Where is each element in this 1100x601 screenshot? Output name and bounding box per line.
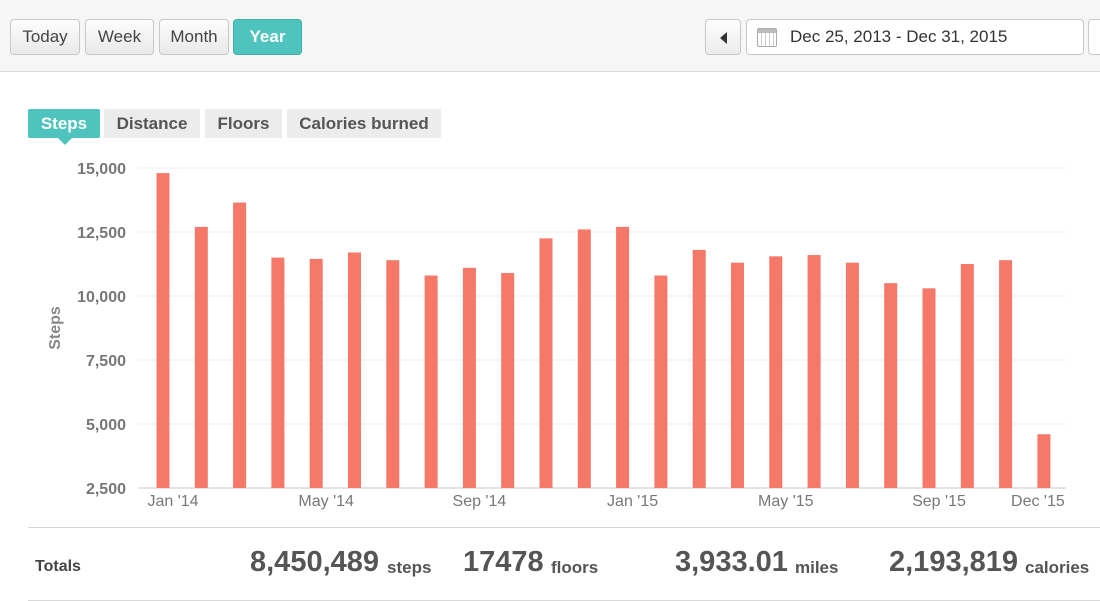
- x-tick-label: May '15: [758, 493, 814, 510]
- total-floors-unit: floors: [551, 558, 599, 577]
- y-tick-label: 12,500: [77, 225, 126, 242]
- x-tick-label: May '14: [298, 493, 354, 510]
- bar-14[interactable]: [692, 249, 706, 488]
- x-tick-label: Dec '15: [1011, 493, 1065, 510]
- calendar-icon: [757, 28, 777, 47]
- bar-22[interactable]: [999, 260, 1013, 488]
- bar-18[interactable]: [845, 262, 859, 488]
- totals-label: Totals: [35, 558, 81, 575]
- tab-steps[interactable]: Steps: [28, 109, 100, 138]
- period-year-button[interactable]: Year: [233, 19, 302, 55]
- bar-5[interactable]: [348, 252, 361, 488]
- y-tick-label: 2,500: [86, 481, 126, 498]
- next-range-button[interactable]: [1088, 19, 1100, 55]
- chevron-left-icon: [720, 32, 727, 44]
- totals-top-divider: [28, 527, 1100, 528]
- bar-11[interactable]: [577, 229, 591, 488]
- x-tick-label: Jan '15: [607, 493, 658, 510]
- bar-6[interactable]: [386, 260, 400, 488]
- total-calories-value: 2,193,819: [889, 546, 1019, 578]
- bar-16[interactable]: [769, 256, 783, 488]
- y-tick-label: 5,000: [86, 417, 126, 434]
- bar-0[interactable]: [156, 173, 170, 488]
- tab-distance[interactable]: Distance: [104, 109, 200, 138]
- bar-8[interactable]: [462, 267, 476, 488]
- total-steps-value: 8,450,489: [250, 546, 380, 578]
- period-month-button[interactable]: Month: [159, 19, 229, 55]
- tab-calories-burned[interactable]: Calories burned: [287, 109, 441, 138]
- x-tick-label: Sep '14: [453, 493, 507, 510]
- y-tick-label: 10,000: [77, 289, 126, 306]
- bar-9[interactable]: [501, 272, 515, 488]
- y-tick-label: 15,000: [77, 161, 126, 178]
- steps-bar-chart: 15,000 12,500 10,000 7,500 5,000 2,500 Jan '1…: [47, 161, 1066, 510]
- total-steps-unit: steps: [387, 558, 432, 577]
- bar-20[interactable]: [922, 288, 936, 488]
- total-calories-unit: calories: [1025, 558, 1090, 577]
- total-floors-value: 17478: [463, 546, 544, 578]
- bar-19[interactable]: [884, 283, 898, 488]
- bar-23[interactable]: [1037, 434, 1051, 488]
- date-range-text: Dec 25, 2013 - Dec 31, 2015: [790, 27, 1008, 46]
- bar-21[interactable]: [960, 264, 974, 488]
- bar-17[interactable]: [807, 255, 821, 488]
- bar-12[interactable]: [616, 226, 630, 488]
- y-tick-label: 7,500: [86, 353, 126, 370]
- bar-15[interactable]: [731, 262, 744, 488]
- date-range-field[interactable]: Dec 25, 2013 - Dec 31, 2015: [746, 19, 1084, 55]
- top-toolbar: Today Week Month Year Dec 25, 2013 - Dec…: [0, 0, 1100, 72]
- total-miles-unit: miles: [795, 558, 839, 577]
- y-axis-label: Steps: [47, 306, 64, 350]
- total-miles-value: 3,933.01: [675, 546, 788, 578]
- bar-7[interactable]: [424, 275, 438, 488]
- x-tick-label: Jan '14: [147, 493, 198, 510]
- bar-4[interactable]: [309, 258, 323, 488]
- period-week-button[interactable]: Week: [85, 19, 154, 55]
- bar-1[interactable]: [194, 226, 208, 488]
- bar-2[interactable]: [233, 202, 247, 488]
- tab-floors[interactable]: Floors: [205, 109, 282, 138]
- x-tick-label: Sep '15: [912, 493, 966, 510]
- active-tab-caret: [58, 138, 72, 145]
- bar-3[interactable]: [271, 257, 285, 488]
- previous-range-button[interactable]: [705, 19, 741, 55]
- bar-13[interactable]: [654, 275, 668, 488]
- period-today-button[interactable]: Today: [10, 19, 80, 55]
- bar-10[interactable]: [539, 238, 553, 488]
